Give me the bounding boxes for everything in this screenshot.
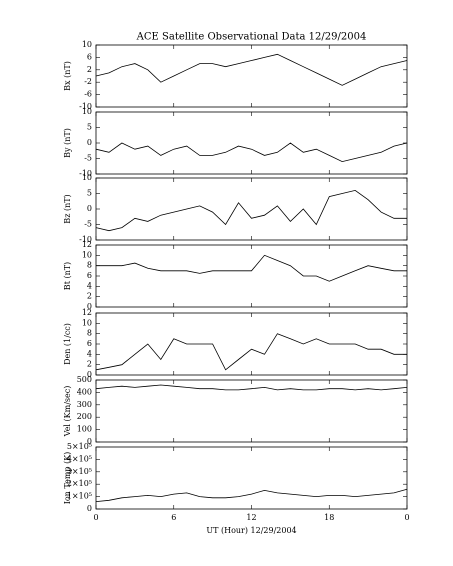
x-tick-label: 18 <box>324 513 334 522</box>
data-line <box>95 142 408 163</box>
panel-frame <box>95 244 408 308</box>
x-axis-label: UT (Hour) 12/29/2004 <box>206 526 296 535</box>
y-tick-label: -10 <box>79 235 92 244</box>
panel-frame <box>95 177 408 241</box>
y-tick-label: 4 <box>87 281 92 290</box>
y-tick-label: 2 <box>87 292 92 301</box>
y-tick-label: 3×10⁵ <box>67 467 92 476</box>
y-tick-label: 0 <box>87 437 92 446</box>
x-tick-label: 0 <box>93 513 98 522</box>
y-axis-label: Bx (nT) <box>63 61 72 91</box>
y-tick-label: 12 <box>82 308 92 317</box>
y-tick-label: -10 <box>79 169 92 178</box>
y-tick-label: 5 <box>87 123 92 132</box>
y-tick-label: 2 <box>87 360 92 369</box>
x-tick-label: 12 <box>246 513 256 522</box>
y-tick-label: 0 <box>87 204 92 213</box>
panel-frame <box>95 111 408 175</box>
y-tick-label: 10 <box>82 318 92 327</box>
y-tick-label: 12 <box>82 240 92 249</box>
y-tick-label: 2 <box>87 65 92 74</box>
y-tick-label: 200 <box>77 412 92 421</box>
y-tick-label: 1×10⁵ <box>67 492 92 501</box>
y-axis-label: Bz (nT) <box>63 194 72 223</box>
y-tick-label: 5 <box>87 189 92 198</box>
y-tick-label: 6 <box>87 271 92 280</box>
data-line <box>95 488 408 502</box>
y-tick-label: 4×10⁵ <box>67 454 92 463</box>
y-tick-label: 0 <box>87 302 92 311</box>
y-tick-label: -10 <box>79 102 92 111</box>
data-line <box>96 254 407 282</box>
y-tick-label: 500 <box>77 375 92 384</box>
panel-frame <box>95 44 408 108</box>
x-tick-label: 0 <box>404 513 409 522</box>
y-axis-label: Vel (Km/sec) <box>63 386 72 438</box>
y-tick-label: 10 <box>82 40 92 49</box>
y-axis-label: By (nT) <box>63 128 72 158</box>
y-tick-label: 10 <box>82 173 92 182</box>
y-axis-label: Ion Temp (K) <box>63 452 72 505</box>
y-tick-label: -5 <box>84 220 92 229</box>
y-tick-label: 6 <box>87 339 92 348</box>
data-line <box>95 189 407 232</box>
y-tick-label: -5 <box>84 154 92 163</box>
y-tick-label: 0 <box>87 138 92 147</box>
y-tick-label: -6 <box>84 90 92 99</box>
y-tick-label: 300 <box>77 400 92 409</box>
y-tick-label: 8 <box>87 261 92 270</box>
y-axis-label: Den (1/cc) <box>63 323 72 365</box>
y-tick-label: 2×10⁵ <box>67 479 92 488</box>
y-tick-label: 10 <box>82 107 92 116</box>
chart-title: ACE Satellite Observational Data 12/29/2… <box>136 32 367 43</box>
y-tick-label: 0 <box>87 504 92 513</box>
y-tick-label: 6 <box>87 52 92 61</box>
y-tick-label: 5×10⁵ <box>67 442 92 451</box>
x-tick-label: 6 <box>171 513 176 522</box>
data-line <box>95 333 407 371</box>
y-tick-label: 0 <box>87 370 92 379</box>
y-tick-label: -2 <box>84 77 92 86</box>
y-tick-label: 4 <box>87 349 92 358</box>
data-line <box>95 384 408 391</box>
y-tick-label: 400 <box>77 387 92 396</box>
y-tick-label: 100 <box>77 425 92 434</box>
panel-frame <box>95 312 408 376</box>
y-tick-label: 8 <box>87 329 92 338</box>
panel-frame <box>95 446 408 510</box>
y-tick-label: 10 <box>82 250 92 259</box>
y-axis-label: Bt (nT) <box>63 262 72 290</box>
data-line <box>95 53 408 86</box>
